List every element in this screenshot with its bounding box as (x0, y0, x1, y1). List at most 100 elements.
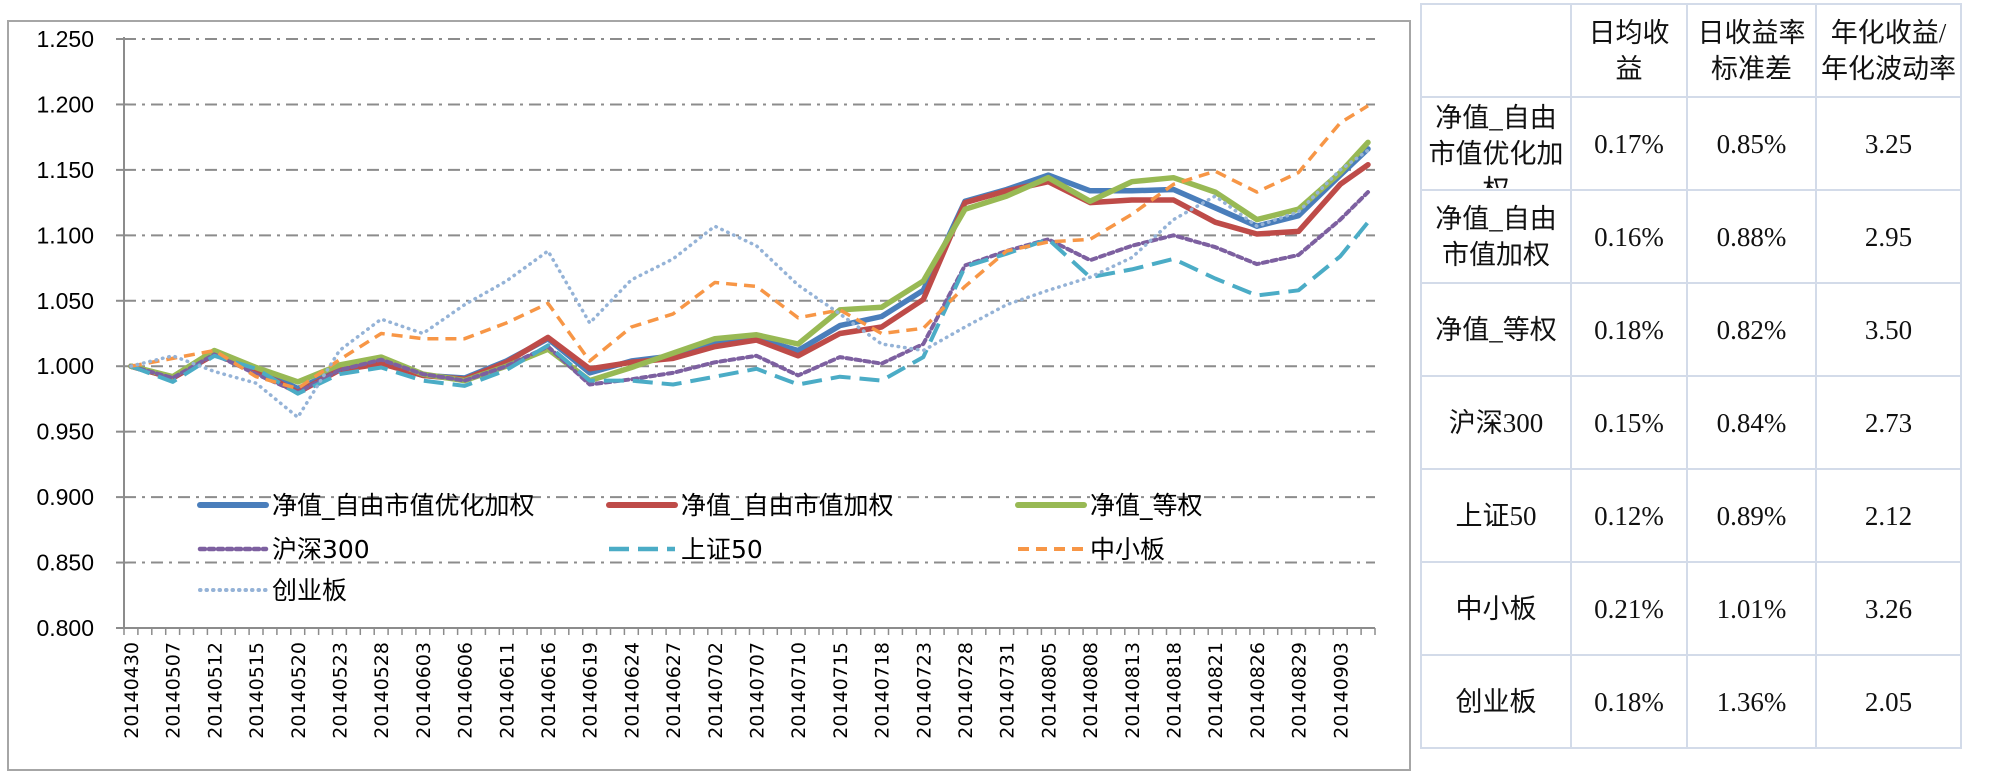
x-tick-label: 20140829 (1289, 642, 1311, 739)
x-tick-label: 20140821 (1205, 642, 1227, 739)
row-label: 沪深300 (1420, 375, 1572, 470)
legend-item: 沪深300 (197, 535, 370, 564)
row-label: 创业板 (1420, 654, 1572, 749)
legend-item: 创业板 (198, 576, 347, 605)
table-row: 净值_等权 0.18% 0.82% 3.50 (1420, 282, 1962, 377)
daily-std-cell: 0.85% (1686, 96, 1817, 191)
table-row: 净值_自由 市值加权 0.16% 0.88% 2.95 (1420, 189, 1962, 284)
row-label: 净值_自由市值加权 (1420, 189, 1572, 284)
y-tick-label: 1.150 (36, 157, 94, 183)
legend-item: 净值_等权 (1015, 491, 1203, 520)
ratio-cell: 2.05 (1815, 654, 1962, 749)
header-line: 年化收益/ (1830, 17, 1947, 48)
row-label: 净值_等权 (1420, 282, 1572, 377)
x-tick-label: 20140715 (830, 642, 852, 739)
x-tick-label: 20140616 (538, 642, 560, 739)
legend-label: 净值_自由市值优化加权 (272, 491, 535, 520)
daily-std-cell: 0.88% (1686, 189, 1817, 284)
y-tick-label: 1.000 (36, 353, 94, 379)
legend-label: 中小板 (1090, 535, 1165, 564)
legend-label: 创业板 (272, 576, 347, 605)
row-label: 中小板 (1420, 561, 1572, 656)
x-tick-label: 20140826 (1247, 642, 1269, 739)
x-tick-label: 20140627 (663, 642, 685, 739)
y-tick-label: 0.900 (36, 484, 94, 510)
ratio-cell: 2.12 (1815, 468, 1962, 563)
axes: 1.250 1.200 1.150 1.100 1.050 1.000 0.950 0.900… (36, 26, 1376, 739)
row-label-line: 市值优化加 (1428, 138, 1564, 169)
header-line: 日收益率 (1697, 17, 1806, 48)
row-label-line: 创业板 (1455, 686, 1537, 717)
x-tick-label: 20140512 (204, 642, 226, 739)
daily-return-cell: 0.21% (1570, 561, 1688, 656)
table-header-row: 日均收益 日收益率 标准差 年化收益/年化波动率 (1420, 3, 1962, 98)
daily-return-cell: 0.15% (1570, 375, 1688, 470)
y-tick-label: 0.850 (36, 550, 94, 576)
legend-label: 沪深300 (272, 535, 370, 564)
y-tick-label: 1.200 (36, 91, 94, 117)
daily-return-cell: 0.18% (1570, 282, 1688, 377)
table-row: 净值_自由市值优化加权0.17%0.85%3.25 (1420, 96, 1962, 191)
header-daily-std: 日收益率 标准差 (1686, 3, 1817, 98)
header-cell-empty (1420, 3, 1572, 98)
y-tick-label: 1.100 (36, 222, 94, 248)
x-tick-label: 20140710 (788, 642, 810, 739)
x-tick-label: 20140606 (455, 642, 477, 739)
x-tick-label: 20140805 (1038, 642, 1060, 739)
series-line-1 (128, 146, 1371, 392)
daily-std-cell: 1.01% (1686, 561, 1817, 656)
daily-return-cell: 0.18% (1570, 654, 1688, 749)
legend-label: 上证50 (681, 535, 763, 564)
table-row: 上证50 0.12% 0.89% 2.12 (1420, 468, 1962, 563)
table-row: 沪深300 0.15% 0.84% 2.73 (1420, 375, 1962, 470)
row-label-line: 沪深300 (1448, 407, 1544, 438)
daily-return-cell: 0.16% (1570, 189, 1688, 284)
x-tick-label: 20140818 (1163, 642, 1185, 739)
row-label-line: 净值_等权 (1435, 314, 1557, 345)
x-tick-label: 20140731 (997, 642, 1019, 739)
series-line-7 (129, 148, 1370, 420)
x-tick-label: 20140624 (621, 642, 643, 739)
row-label-line: 权 (1426, 172, 1566, 188)
series-lines (128, 104, 1371, 420)
header-line: 标准差 (1711, 53, 1792, 84)
row-label: 上证50 (1420, 468, 1572, 563)
header-line: 年化波动率 (1821, 53, 1956, 84)
chart-frame (7, 20, 1411, 771)
x-tick-label: 20140611 (496, 642, 518, 739)
daily-std-cell: 0.89% (1686, 468, 1817, 563)
x-tick-label: 20140903 (1330, 642, 1352, 739)
row-label-line: 中小板 (1455, 593, 1537, 624)
y-tick-label: 0.800 (36, 615, 94, 641)
daily-return-cell: 0.17% (1570, 96, 1688, 191)
daily-std-cell: 0.84% (1686, 375, 1817, 470)
x-tick-label: 20140718 (872, 642, 894, 739)
ratio-cell: 2.73 (1815, 375, 1962, 470)
x-tick-label: 20140523 (329, 642, 351, 739)
x-tick-label: 20140728 (955, 642, 977, 739)
series-line-5 (130, 220, 1370, 396)
series-line-3 (128, 139, 1371, 385)
daily-return-cell: 0.12% (1570, 468, 1688, 563)
legend-label: 净值_等权 (1090, 491, 1203, 520)
x-tick-label: 20140707 (746, 642, 768, 739)
x-tick-label: 20140515 (246, 642, 268, 739)
series-line-4 (128, 190, 1370, 395)
daily-std-cell: 0.82% (1686, 282, 1817, 377)
daily-std-cell: 1.36% (1686, 654, 1817, 749)
row-label-line: 市值加权 (1442, 239, 1550, 270)
ratio-cell: 3.26 (1815, 561, 1962, 656)
x-tick-label: 20140808 (1080, 642, 1102, 739)
y-tick-label: 1.050 (36, 288, 94, 314)
x-tick-label: 20140702 (705, 642, 727, 739)
ratio-cell: 2.95 (1815, 189, 1962, 284)
x-tick-label: 20140603 (413, 642, 435, 739)
x-tick-label: 20140520 (288, 642, 310, 739)
table-row: 创业板 0.18% 1.36% 2.05 (1420, 654, 1962, 749)
x-tick-label: 20140528 (371, 642, 393, 739)
legend-item: 中小板 (1018, 535, 1165, 564)
row-label-line: 净值_自由 (1435, 203, 1557, 234)
x-tick-label: 20140619 (580, 642, 602, 739)
row-label: 净值_自由市值优化加权 (1420, 96, 1572, 191)
